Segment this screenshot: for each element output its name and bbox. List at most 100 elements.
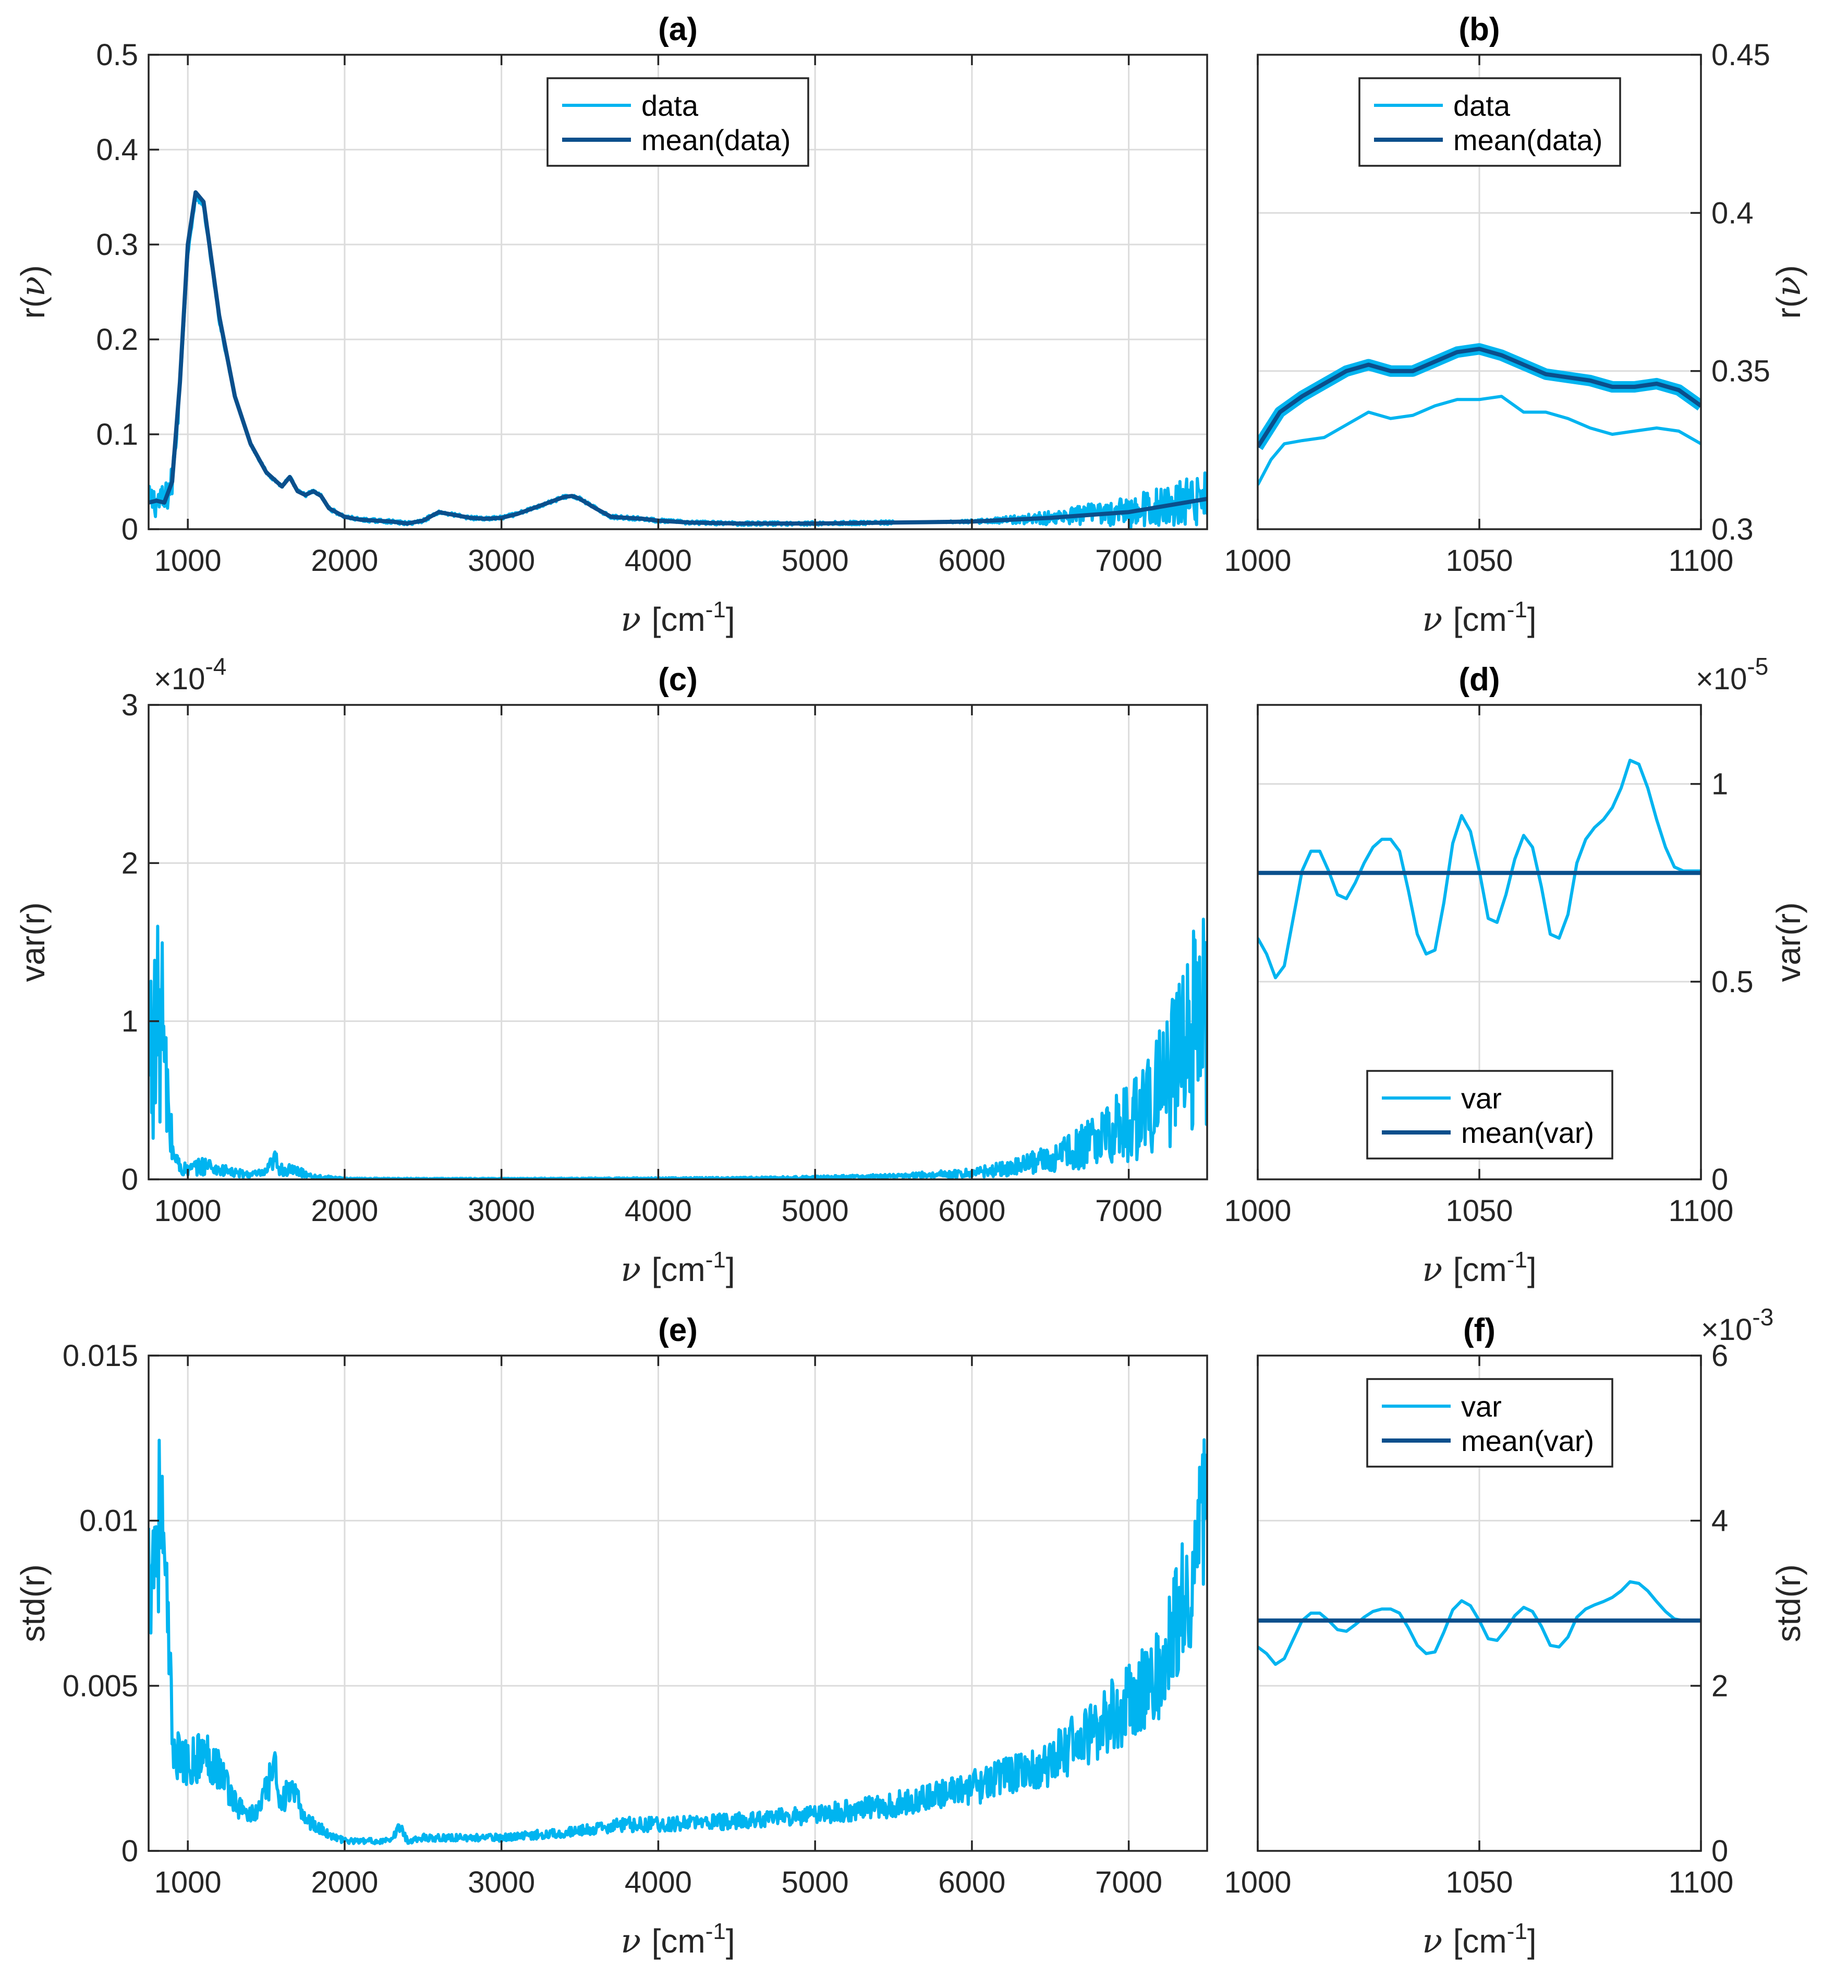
x-axis-label-symbol: ν <box>1422 1922 1453 1961</box>
x-axis-label-symbol: ν <box>1422 1251 1453 1289</box>
x-axis-label-exponent: -1 <box>706 597 726 623</box>
legend-box <box>1366 1070 1613 1160</box>
y-axis-label: std(r) <box>14 1564 52 1642</box>
exponent-base: ×10 <box>1696 662 1747 696</box>
y-tick-label: 2 <box>121 846 138 880</box>
x-axis-label-symbol: ν <box>621 1251 651 1289</box>
x-tick-label: 7000 <box>1095 1865 1162 1899</box>
x-axis-label-close: ] <box>726 1251 735 1288</box>
y-tick-label: 0 <box>121 513 138 546</box>
x-tick-label: 3000 <box>468 544 535 578</box>
legend-box <box>1358 77 1621 167</box>
y-axis-label-symbol: ν <box>1770 276 1808 297</box>
x-tick-label: 6000 <box>938 544 1005 578</box>
y-tick-label: 3 <box>121 688 138 722</box>
x-tick-label: 1100 <box>1669 1865 1734 1899</box>
x-axis-label-exponent: -1 <box>706 1919 726 1944</box>
x-axis-label-close: ] <box>726 1922 735 1960</box>
y-tick-label: 6 <box>1711 1339 1728 1373</box>
plot-area <box>1258 343 1701 486</box>
y-tick-label: 0.45 <box>1711 38 1770 72</box>
legend-entry-label: mean(var) <box>1461 1424 1594 1457</box>
x-tick-label: 3000 <box>468 1194 535 1228</box>
panel-title: (e) <box>658 1312 698 1348</box>
exponent-base: ×10 <box>154 662 205 696</box>
x-axis-label-symbol: ν <box>1422 601 1453 639</box>
exponent-base: ×10 <box>1701 1313 1752 1347</box>
x-tick-label: 1000 <box>154 544 222 578</box>
panel-title: (b) <box>1458 11 1500 47</box>
y-tick-label: 1 <box>121 1005 138 1039</box>
x-axis-label-unit: [cm <box>1453 1251 1507 1288</box>
series-line-meandata <box>1258 347 1701 448</box>
y-tick-label: 4 <box>1711 1504 1728 1538</box>
x-axis-label-symbol: ν <box>621 601 651 639</box>
x-tick-label: 1050 <box>1445 1194 1513 1228</box>
axes-box <box>148 1355 1208 1852</box>
x-axis-label: ν [cm-1] <box>1422 1247 1536 1289</box>
panel-c: 1000 2000 3000 4000 5000 6000 7000 0 1 2 3 (c) ν [cm… <box>14 653 1208 1289</box>
y-axis-label: std(r) <box>1770 1564 1807 1642</box>
x-tick-label: 5000 <box>782 1194 849 1228</box>
x-tick-label: 1000 <box>1224 544 1291 578</box>
y-axis-label: r(ν) <box>14 265 53 319</box>
y-axis-label-text: r( <box>14 297 52 319</box>
legend-entry-label: data <box>641 89 699 122</box>
y-tick-label: 0.5 <box>96 38 138 72</box>
plot-area <box>149 918 1207 1179</box>
legend-entry-label: mean(data) <box>641 124 791 156</box>
exponent-label: ×10-3 <box>1701 1303 1773 1347</box>
x-axis-label-unit: [cm <box>652 1251 706 1288</box>
legend-entry-label: var <box>1461 1082 1502 1115</box>
y-axis-label: var(r) <box>14 902 52 982</box>
y-tick-label: 1 <box>1711 767 1728 801</box>
x-axis-label-unit: [cm <box>1453 1922 1507 1960</box>
series-line-data <box>1258 395 1701 486</box>
y-tick-label: 0.35 <box>1711 355 1770 388</box>
plot-area <box>1258 1580 1701 1666</box>
x-axis-label-close: ] <box>1527 1251 1537 1288</box>
legend-entry-label: data <box>1453 89 1511 122</box>
x-axis-label-close: ] <box>1527 1922 1537 1960</box>
axes-box <box>148 704 1208 1180</box>
x-axis-label-exponent: -1 <box>1507 1247 1527 1273</box>
plot-area <box>1258 759 1701 980</box>
x-tick-label: 1100 <box>1669 544 1734 578</box>
y-tick-label: 0.2 <box>96 323 138 357</box>
x-tick-label: 3000 <box>468 1865 535 1899</box>
y-tick-label: 0.5 <box>1711 965 1754 999</box>
y-tick-label: 0 <box>1711 1834 1728 1868</box>
x-tick-label: 7000 <box>1095 544 1162 578</box>
series-line-data <box>149 195 1207 529</box>
x-tick-label: 2000 <box>311 544 378 578</box>
x-tick-label: 5000 <box>782 1865 849 1899</box>
x-tick-label: 1000 <box>1224 1865 1291 1899</box>
x-tick-label: 4000 <box>625 544 692 578</box>
y-tick-label: 0.4 <box>1711 196 1754 230</box>
exponent-label: ×10-5 <box>1696 653 1768 696</box>
plot-area <box>149 190 1207 529</box>
x-axis-label: ν [cm-1] <box>621 1247 735 1289</box>
x-tick-label: 2000 <box>311 1194 378 1228</box>
axes-box <box>148 54 1208 530</box>
panel-e: 1000 2000 3000 4000 5000 6000 7000 0 0.005 0.01 0.… <box>14 1312 1208 1961</box>
exponent-power: -3 <box>1752 1303 1773 1331</box>
y-axis-label-text: r( <box>1770 297 1807 319</box>
panel-title: (d) <box>1458 662 1500 698</box>
x-axis-label: ν [cm-1] <box>1422 597 1536 639</box>
y-tick-label: 0.005 <box>63 1669 138 1703</box>
y-tick-label: 0.3 <box>1711 513 1754 546</box>
x-axis-label-close: ] <box>1527 601 1537 638</box>
legend-entry-label: mean(data) <box>1453 124 1602 156</box>
x-axis-label-exponent: -1 <box>1507 597 1527 623</box>
panel-title: (a) <box>658 11 698 47</box>
y-tick-label: 0 <box>121 1834 138 1868</box>
panel-a: 1000 2000 3000 4000 5000 6000 7000 0 0.1 0.2 0.3 0.… <box>14 11 1208 639</box>
x-axis-label-unit: [cm <box>652 601 706 638</box>
legend-box <box>546 77 809 167</box>
